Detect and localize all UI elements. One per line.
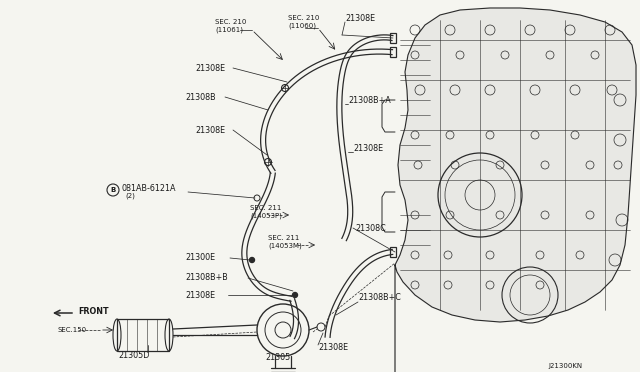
- Bar: [390, 33, 396, 43]
- Text: (2): (2): [125, 193, 135, 199]
- Text: 21308C: 21308C: [355, 224, 386, 232]
- Text: 21308B+A: 21308B+A: [348, 96, 391, 105]
- Text: (14053M): (14053M): [268, 243, 301, 249]
- Polygon shape: [395, 8, 636, 372]
- Text: 21308E: 21308E: [345, 13, 375, 22]
- Text: 21305D: 21305D: [118, 350, 149, 359]
- Text: (11061): (11061): [215, 27, 243, 33]
- Bar: [117, 319, 169, 351]
- Text: 21305: 21305: [265, 353, 291, 362]
- Text: SEC. 211: SEC. 211: [268, 235, 300, 241]
- Text: B: B: [110, 187, 116, 193]
- Bar: [390, 47, 396, 57]
- Text: 21308E: 21308E: [195, 125, 225, 135]
- Text: SEC. 210: SEC. 210: [288, 15, 319, 21]
- Text: SEC. 211: SEC. 211: [250, 205, 282, 211]
- Text: SEC.150: SEC.150: [58, 327, 87, 333]
- Text: SEC. 210: SEC. 210: [215, 19, 246, 25]
- Text: 21308B+C: 21308B+C: [358, 294, 401, 302]
- Text: 21308E: 21308E: [318, 343, 348, 353]
- Text: J21300KN: J21300KN: [548, 363, 582, 369]
- Circle shape: [292, 292, 298, 298]
- Text: 21308E: 21308E: [353, 144, 383, 153]
- Text: FRONT: FRONT: [78, 307, 109, 315]
- Text: 21308E: 21308E: [195, 64, 225, 73]
- Circle shape: [250, 257, 255, 263]
- Text: 21308E: 21308E: [185, 291, 215, 299]
- Text: (11060): (11060): [288, 23, 316, 29]
- Text: 081AB-6121A: 081AB-6121A: [122, 183, 177, 192]
- Text: (14053P): (14053P): [250, 213, 282, 219]
- Text: 21308B: 21308B: [185, 93, 216, 102]
- Bar: [390, 247, 396, 257]
- Text: 21300E: 21300E: [185, 253, 215, 263]
- Text: 21308B+B: 21308B+B: [185, 273, 228, 282]
